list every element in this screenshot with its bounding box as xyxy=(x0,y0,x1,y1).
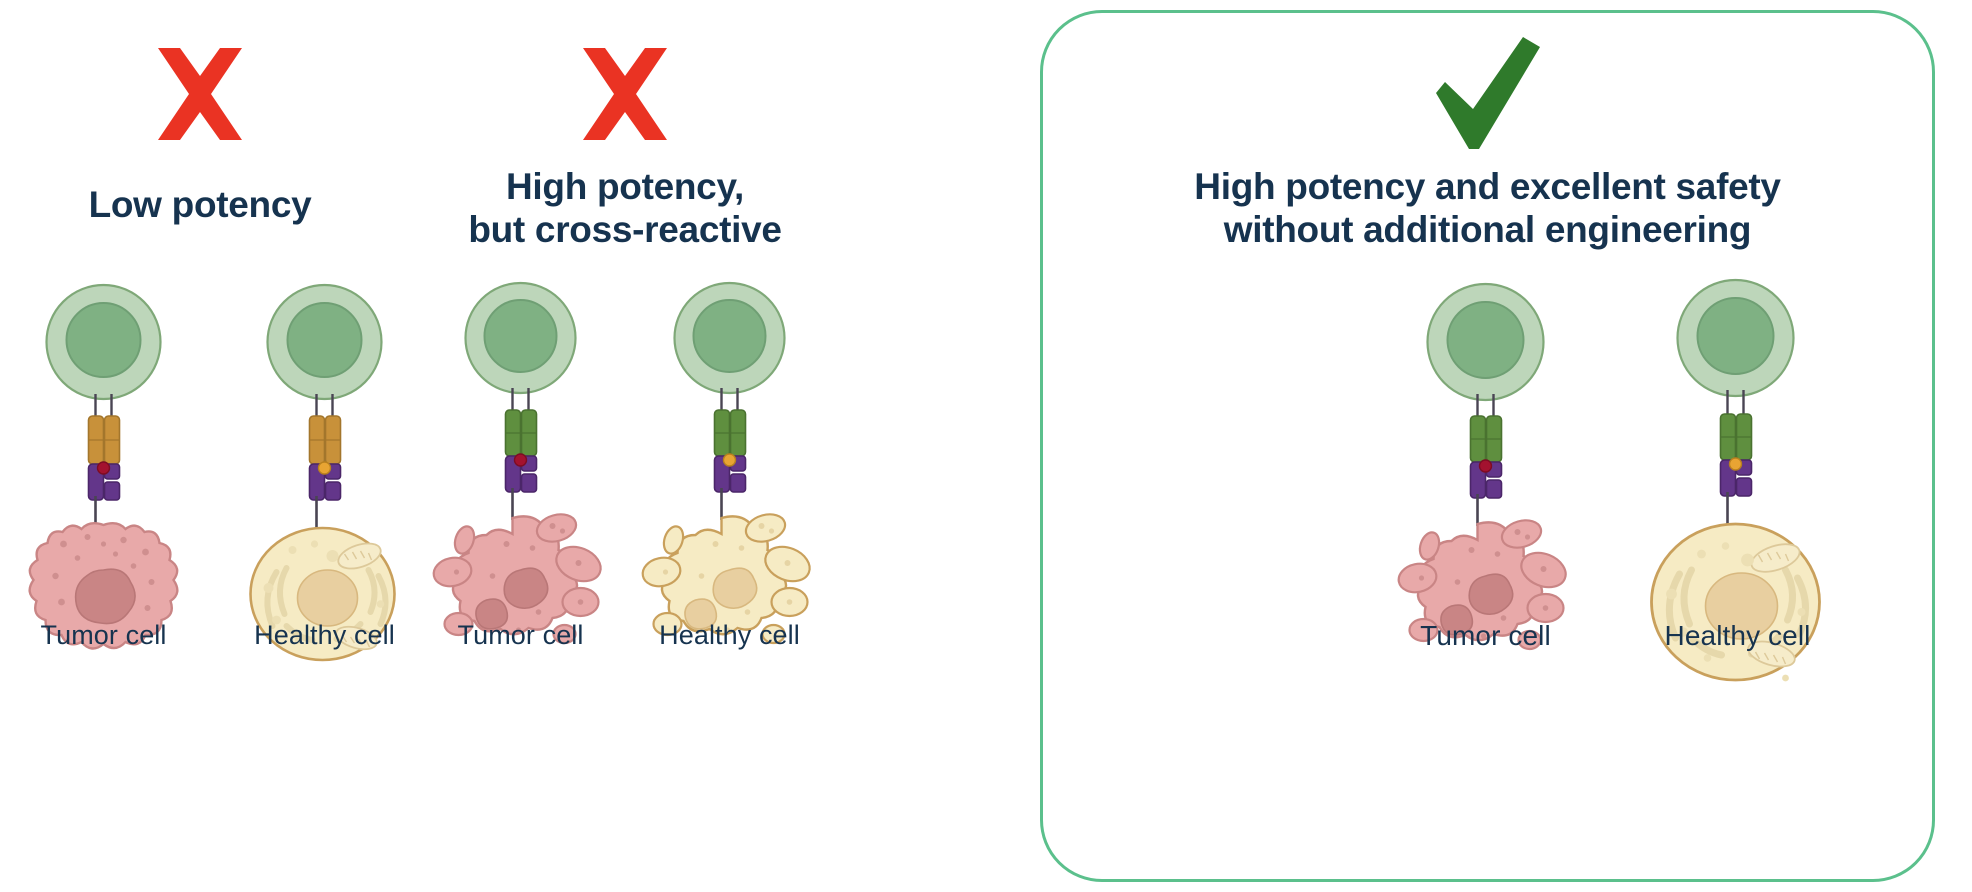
cell-unit-tumor: Tumor cell xyxy=(430,281,611,650)
receptor-constant-domain xyxy=(504,409,537,457)
receptor-variable-domain xyxy=(504,453,537,493)
cell-art-healthy-alive xyxy=(235,282,414,662)
cell-row: Tumor cell xyxy=(1040,278,1972,682)
receptor-constant-domain xyxy=(1719,413,1752,461)
receptor-constant-domain xyxy=(1469,415,1502,463)
t-cell xyxy=(1675,278,1795,398)
cell-label: Healthy cell xyxy=(659,620,800,650)
receptor-constant-domain xyxy=(308,415,341,465)
t-cell xyxy=(44,283,162,401)
cell-art-tumor-dying xyxy=(1381,282,1591,651)
cell-unit-healthy: Healthy cell xyxy=(1633,278,1843,682)
antigen-dot xyxy=(722,453,736,467)
cell-unit-healthy: Healthy cell xyxy=(235,282,414,662)
apoptotic-bodies xyxy=(1397,519,1567,651)
panel-high-potency-safe: High potency and excellent safety withou… xyxy=(1040,0,1935,892)
cell-unit-healthy: Healthy cell xyxy=(639,281,820,650)
receptor-variable-domain xyxy=(87,461,120,501)
healthy-cell-alive xyxy=(248,526,396,662)
panel-title: High potency and excellent safety withou… xyxy=(1194,166,1781,250)
verdict-mark-panel-1 xyxy=(0,34,400,154)
receptor-variable-domain xyxy=(1719,457,1752,497)
cell-label: Tumor cell xyxy=(1420,620,1551,651)
antigen-dot xyxy=(1478,459,1492,473)
receptor-constant-domain xyxy=(713,409,746,457)
cell-art-healthy-dying xyxy=(639,281,820,645)
t-cell xyxy=(1425,282,1545,402)
cross-icon xyxy=(158,48,242,140)
panel-low-potency: Low potency xyxy=(0,0,400,892)
panel-title: Low potency xyxy=(88,184,312,225)
cell-label: Healthy cell xyxy=(254,620,395,650)
cell-label: Tumor cell xyxy=(40,620,167,650)
verdict-mark-panel-3 xyxy=(1040,34,1935,154)
cell-art-healthy-alive xyxy=(1633,278,1843,682)
antigen-dot xyxy=(1728,457,1742,471)
tumor-cell-alive xyxy=(28,522,178,650)
antigen-dot xyxy=(513,453,527,467)
cell-art-tumor-dying xyxy=(430,281,611,645)
cell-row: Tumor cell xyxy=(0,282,414,662)
antigen-dot xyxy=(96,461,110,475)
tumor-cell-dying xyxy=(432,513,602,645)
cell-label: Tumor cell xyxy=(457,620,584,650)
healthy-cell-alive xyxy=(1649,522,1821,682)
cell-unit-tumor: Tumor cell xyxy=(1381,282,1591,651)
verdict-mark-panel-2 xyxy=(430,34,820,154)
cell-unit-tumor: Tumor cell xyxy=(14,282,193,650)
apoptotic-bodies xyxy=(432,513,602,645)
healthy-cell-dying xyxy=(641,513,811,645)
cross-icon xyxy=(583,48,667,140)
mitochondrion xyxy=(334,542,382,651)
receptor-variable-domain xyxy=(713,453,746,493)
antigen-dot xyxy=(317,461,331,475)
t-cell xyxy=(672,281,786,395)
panel-high-potency-cross-reactive: High potency, but cross-reactive xyxy=(430,0,820,892)
check-icon xyxy=(1435,37,1540,149)
receptor-constant-domain xyxy=(87,415,120,465)
t-cell xyxy=(463,281,577,395)
cell-row: Tumor cell xyxy=(430,281,820,650)
cell-art-tumor-alive xyxy=(14,282,193,650)
cell-label: Healthy cell xyxy=(1664,620,1811,651)
receptor-variable-domain xyxy=(308,461,341,501)
panel-title: High potency, but cross-reactive xyxy=(468,166,782,250)
tumor-cell-dying xyxy=(1397,519,1567,651)
highlight-box-panel-3 xyxy=(1040,10,1935,882)
t-cell xyxy=(265,283,383,401)
mitochondrion xyxy=(1746,543,1800,668)
receptor-variable-domain xyxy=(1469,459,1502,499)
